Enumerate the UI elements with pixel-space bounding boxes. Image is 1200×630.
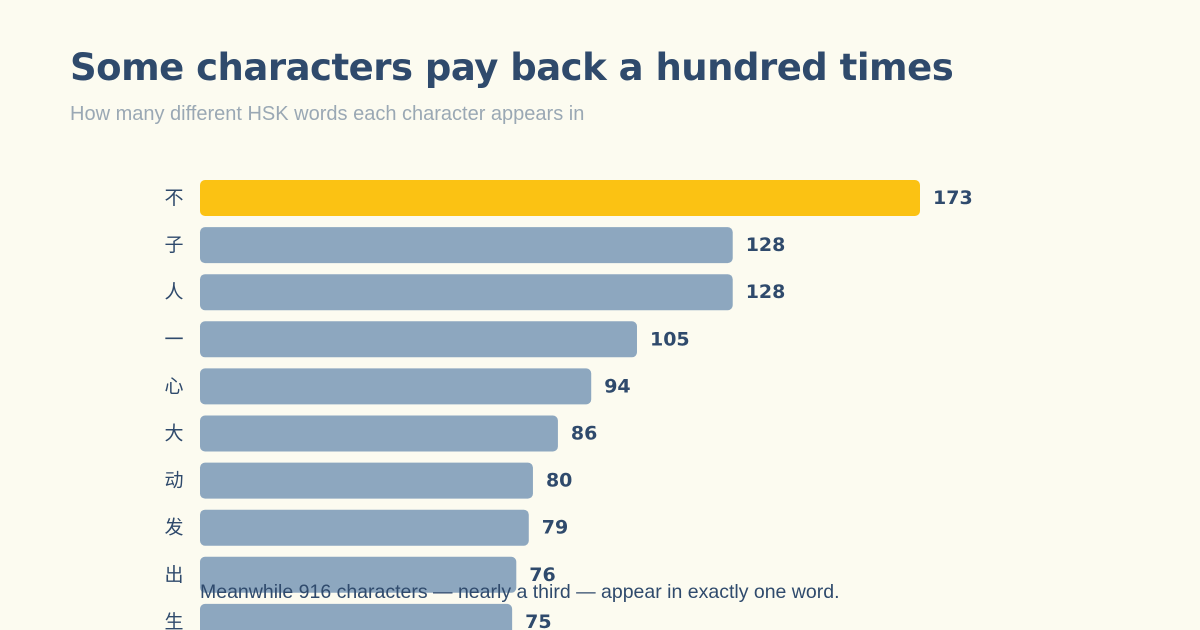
category-label: 人 xyxy=(164,281,183,303)
bar xyxy=(200,462,533,499)
category-label: 出 xyxy=(164,564,183,586)
category-label: 不 xyxy=(164,187,183,209)
category-label: 发 xyxy=(164,517,183,539)
value-label: 75 xyxy=(525,611,551,630)
bar xyxy=(200,368,592,405)
bar xyxy=(200,227,733,264)
value-label: 94 xyxy=(604,375,630,397)
chart-title: Some characters pay back a hundred times xyxy=(70,46,954,89)
bar xyxy=(200,321,637,358)
value-label: 173 xyxy=(933,187,973,209)
bar xyxy=(200,556,517,593)
chart-note: Meanwhile 916 characters — nearly a thir… xyxy=(200,581,840,603)
category-label: 心 xyxy=(164,375,183,397)
category-label: 大 xyxy=(164,423,183,445)
bar xyxy=(200,274,733,311)
category-label: 一 xyxy=(164,328,183,350)
category-label: 生 xyxy=(164,611,183,630)
category-label: 子 xyxy=(164,234,183,256)
value-label: 79 xyxy=(542,517,568,539)
chart-subtitle: How many different HSK words each charac… xyxy=(70,103,585,125)
bar xyxy=(200,509,529,546)
bar xyxy=(200,603,513,630)
bar xyxy=(200,415,558,452)
category-label: 动 xyxy=(164,470,183,492)
value-label: 86 xyxy=(571,423,597,445)
value-label: 128 xyxy=(746,234,786,256)
value-label: 128 xyxy=(746,281,786,303)
value-label: 105 xyxy=(650,328,690,350)
value-label: 80 xyxy=(546,470,572,492)
value-label: 76 xyxy=(529,564,555,586)
bar-highlighted xyxy=(200,180,920,216)
